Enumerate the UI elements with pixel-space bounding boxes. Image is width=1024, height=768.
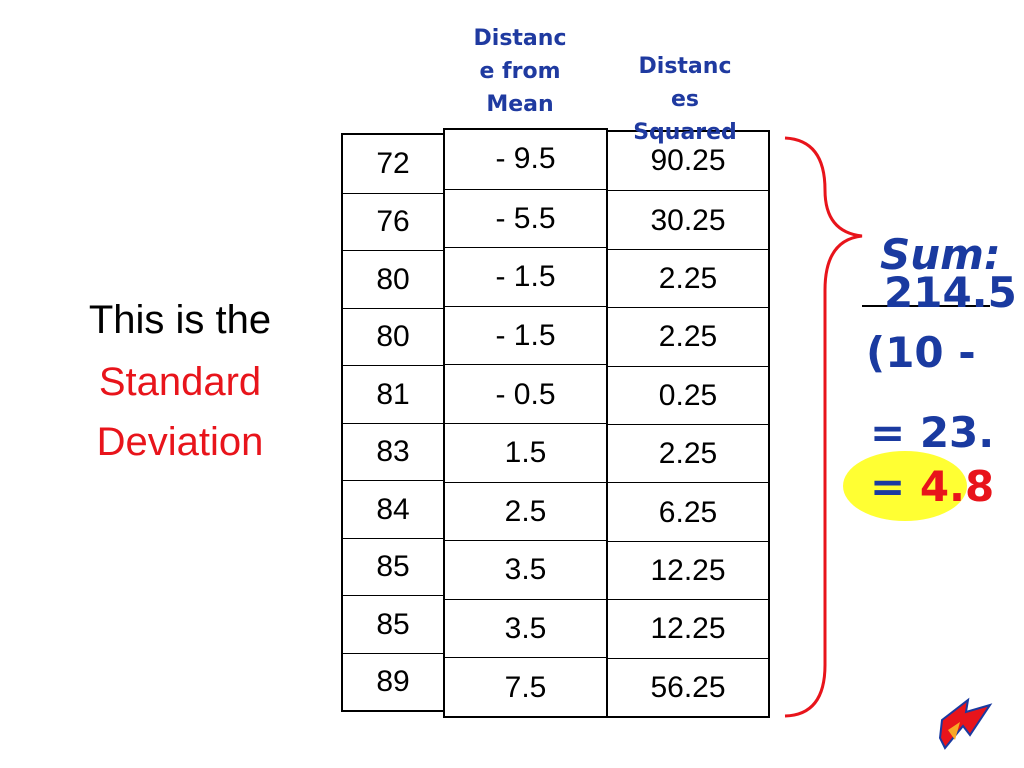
table-cell: 2.25 (608, 248, 768, 308)
left-text: Standard (98, 360, 262, 404)
nav-icon (938, 697, 993, 750)
table-cell: 2.5 (445, 481, 606, 542)
table-cell: 7.5 (445, 657, 606, 717)
table-cell: 80 (343, 307, 443, 367)
table-cell: 84 (343, 480, 443, 539)
squared-header: Distanc es Squared (610, 50, 760, 149)
table-cell: - 0.5 (445, 364, 606, 424)
sd-value: 4.8 (919, 462, 995, 511)
squared-column: 90.25 30.25 2.25 2.25 0.25 2.25 6.25 12.25 12.25… (606, 130, 770, 718)
table-cell: 90.25 (650, 144, 726, 178)
highlight (843, 451, 967, 521)
table-cell: 6.25 (608, 482, 768, 541)
table-cell: 80 (343, 250, 443, 309)
table-cell: 30.25 (608, 190, 768, 249)
left-text: Deviation (96, 420, 264, 464)
table-cell: 12.25 (608, 540, 768, 600)
table-cell: 81 (343, 365, 443, 424)
table-cell: 3.5 (445, 540, 606, 600)
table-cell: 89 (343, 652, 443, 712)
table-cell: 85 (343, 537, 443, 597)
brace (784, 136, 863, 718)
table-cell: 1.5 (445, 423, 606, 483)
table-cell: - 9.5 (495, 142, 556, 176)
header-line: e from (479, 59, 561, 84)
variance: = 23. (870, 408, 995, 457)
sd-line: = 4.8 (870, 462, 994, 511)
table-cell: 3.5 (445, 598, 606, 659)
table-cell: 2.25 (608, 424, 768, 483)
distance-column: - 9.5- 5.5- 1.5- 1.5- 0.5 1.5 2.5 3.5 3.5 7.5 (443, 128, 608, 718)
header-line: es (670, 87, 699, 112)
header-line: Squared (633, 120, 737, 145)
table-cell: - 1.5 (445, 247, 606, 307)
header-line: Distanc (638, 54, 732, 79)
table-cell: 2.25 (608, 307, 768, 366)
distance-header: Distanc e from Mean (450, 22, 590, 121)
scores-column: 72 76 80 80 81 83 84 85 85 89 (341, 133, 445, 712)
divisor: (10 - (866, 328, 976, 377)
table-cell: 0.25 (608, 365, 768, 425)
table-cell: - 5.5 (445, 188, 606, 249)
sum-label: Sum: (880, 230, 1001, 279)
left-text: This is the (88, 298, 272, 342)
header-line: Mean (486, 92, 554, 117)
table-cell: 12.25 (608, 599, 768, 658)
sd-equals: = (870, 462, 906, 511)
sum-value: 214.5 (884, 268, 1017, 317)
header-line: Distanc (473, 26, 567, 51)
table-cell: 83 (343, 422, 443, 482)
table-cell: 76 (343, 192, 443, 252)
table-cell: 85 (343, 595, 443, 654)
table-cell: - 1.5 (445, 305, 606, 366)
table-cell: 56.25 (608, 657, 768, 717)
table-cell: 72 (376, 146, 410, 180)
